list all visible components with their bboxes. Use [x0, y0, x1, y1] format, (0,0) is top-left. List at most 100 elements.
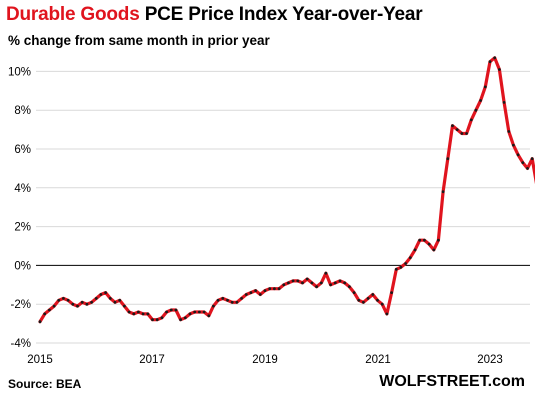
x-tick-label: 2021 [365, 354, 391, 366]
data-point [287, 281, 290, 285]
data-point [80, 300, 84, 304]
title-rest: PCE Price Index Year-over-Year [144, 4, 423, 25]
title-highlight: Durable Goods [6, 4, 140, 25]
y-tick-label: 10% [8, 66, 31, 78]
data-point [319, 281, 323, 285]
data-point [258, 293, 262, 296]
data-point [137, 310, 140, 314]
data-point [277, 287, 281, 291]
data-point [268, 287, 272, 291]
chart-title: Durable Goods PCE Price Index Year-over-… [6, 4, 423, 26]
source-note: Source: BEA [8, 377, 82, 391]
data-point [43, 312, 47, 316]
data-point [291, 279, 295, 283]
data-point [146, 312, 150, 316]
data-point [62, 297, 65, 300]
data-point [212, 304, 215, 308]
data-point [76, 304, 79, 308]
data-point [507, 130, 511, 133]
data-point [385, 312, 389, 316]
data-point [404, 262, 407, 265]
data-point [371, 293, 375, 296]
data-point [493, 56, 497, 60]
data-point [249, 291, 253, 294]
data-point [305, 277, 309, 281]
data-point [357, 298, 361, 302]
data-point [179, 318, 183, 322]
data-point [352, 291, 356, 294]
data-point [432, 248, 436, 252]
data-point [498, 68, 501, 71]
data-point [427, 242, 431, 246]
data-point [394, 267, 398, 271]
data-point [390, 291, 393, 294]
data-point [413, 248, 417, 252]
x-tick-label: 2015 [27, 354, 53, 366]
data-point [230, 300, 234, 304]
data-point [418, 238, 422, 242]
data-point [104, 291, 107, 294]
y-tick-label: 2% [14, 222, 31, 234]
data-point [226, 298, 229, 302]
chart-subtitle: % change from same month in prior year [8, 33, 270, 48]
y-tick-label: -2% [11, 299, 31, 311]
data-point [376, 298, 379, 302]
data-point [338, 279, 342, 283]
data-point [160, 316, 164, 320]
data-point [85, 302, 89, 306]
data-point [221, 297, 225, 300]
data-point [48, 308, 51, 312]
data-point [455, 128, 459, 132]
data-point [273, 287, 276, 291]
data-point [235, 300, 239, 304]
data-point [310, 281, 314, 285]
data-point [479, 99, 482, 102]
data-point [66, 298, 70, 302]
data-point [460, 132, 464, 135]
data-point [408, 256, 412, 259]
data-point [296, 279, 300, 283]
data-point [315, 285, 318, 289]
data-point [132, 312, 136, 316]
data-point [437, 238, 440, 242]
data-point [399, 265, 403, 269]
y-tick-label: 4% [14, 183, 31, 195]
data-point [329, 283, 332, 287]
data-point [343, 281, 347, 285]
data-point [193, 310, 197, 314]
data-point [441, 190, 445, 194]
data-point [244, 293, 248, 296]
grid-lines [36, 70, 530, 344]
data-point [99, 293, 103, 296]
data-point [446, 157, 450, 161]
x-axis-ticks: 2015 2017 2019 2021 2023 [27, 354, 503, 366]
data-point [423, 238, 426, 242]
data-point [521, 161, 525, 165]
data-point [108, 297, 112, 300]
data-point [90, 300, 93, 304]
data-point [118, 298, 122, 302]
data-point [38, 320, 42, 324]
data-point [174, 308, 178, 312]
y-tick-label: 8% [14, 105, 31, 117]
data-point [71, 302, 75, 306]
data-point [465, 132, 468, 135]
brand-logo-text: WOLFSTREET.com [379, 373, 525, 390]
data-point [526, 167, 529, 170]
data-point [366, 297, 370, 300]
data-point [188, 312, 192, 316]
data-point [502, 101, 506, 104]
data-point [254, 289, 257, 292]
data-point [301, 281, 304, 285]
data-point [151, 318, 154, 322]
y-axis-ticks: 10% 8% 6% 4% 2% 0% -2% -4% [8, 66, 31, 350]
data-point [512, 143, 515, 147]
data-point [183, 316, 187, 320]
data-point [155, 318, 159, 322]
data-point [451, 124, 454, 128]
data-point [380, 302, 384, 306]
data-point [516, 153, 520, 157]
data-point [488, 60, 492, 64]
data-point [324, 271, 328, 275]
